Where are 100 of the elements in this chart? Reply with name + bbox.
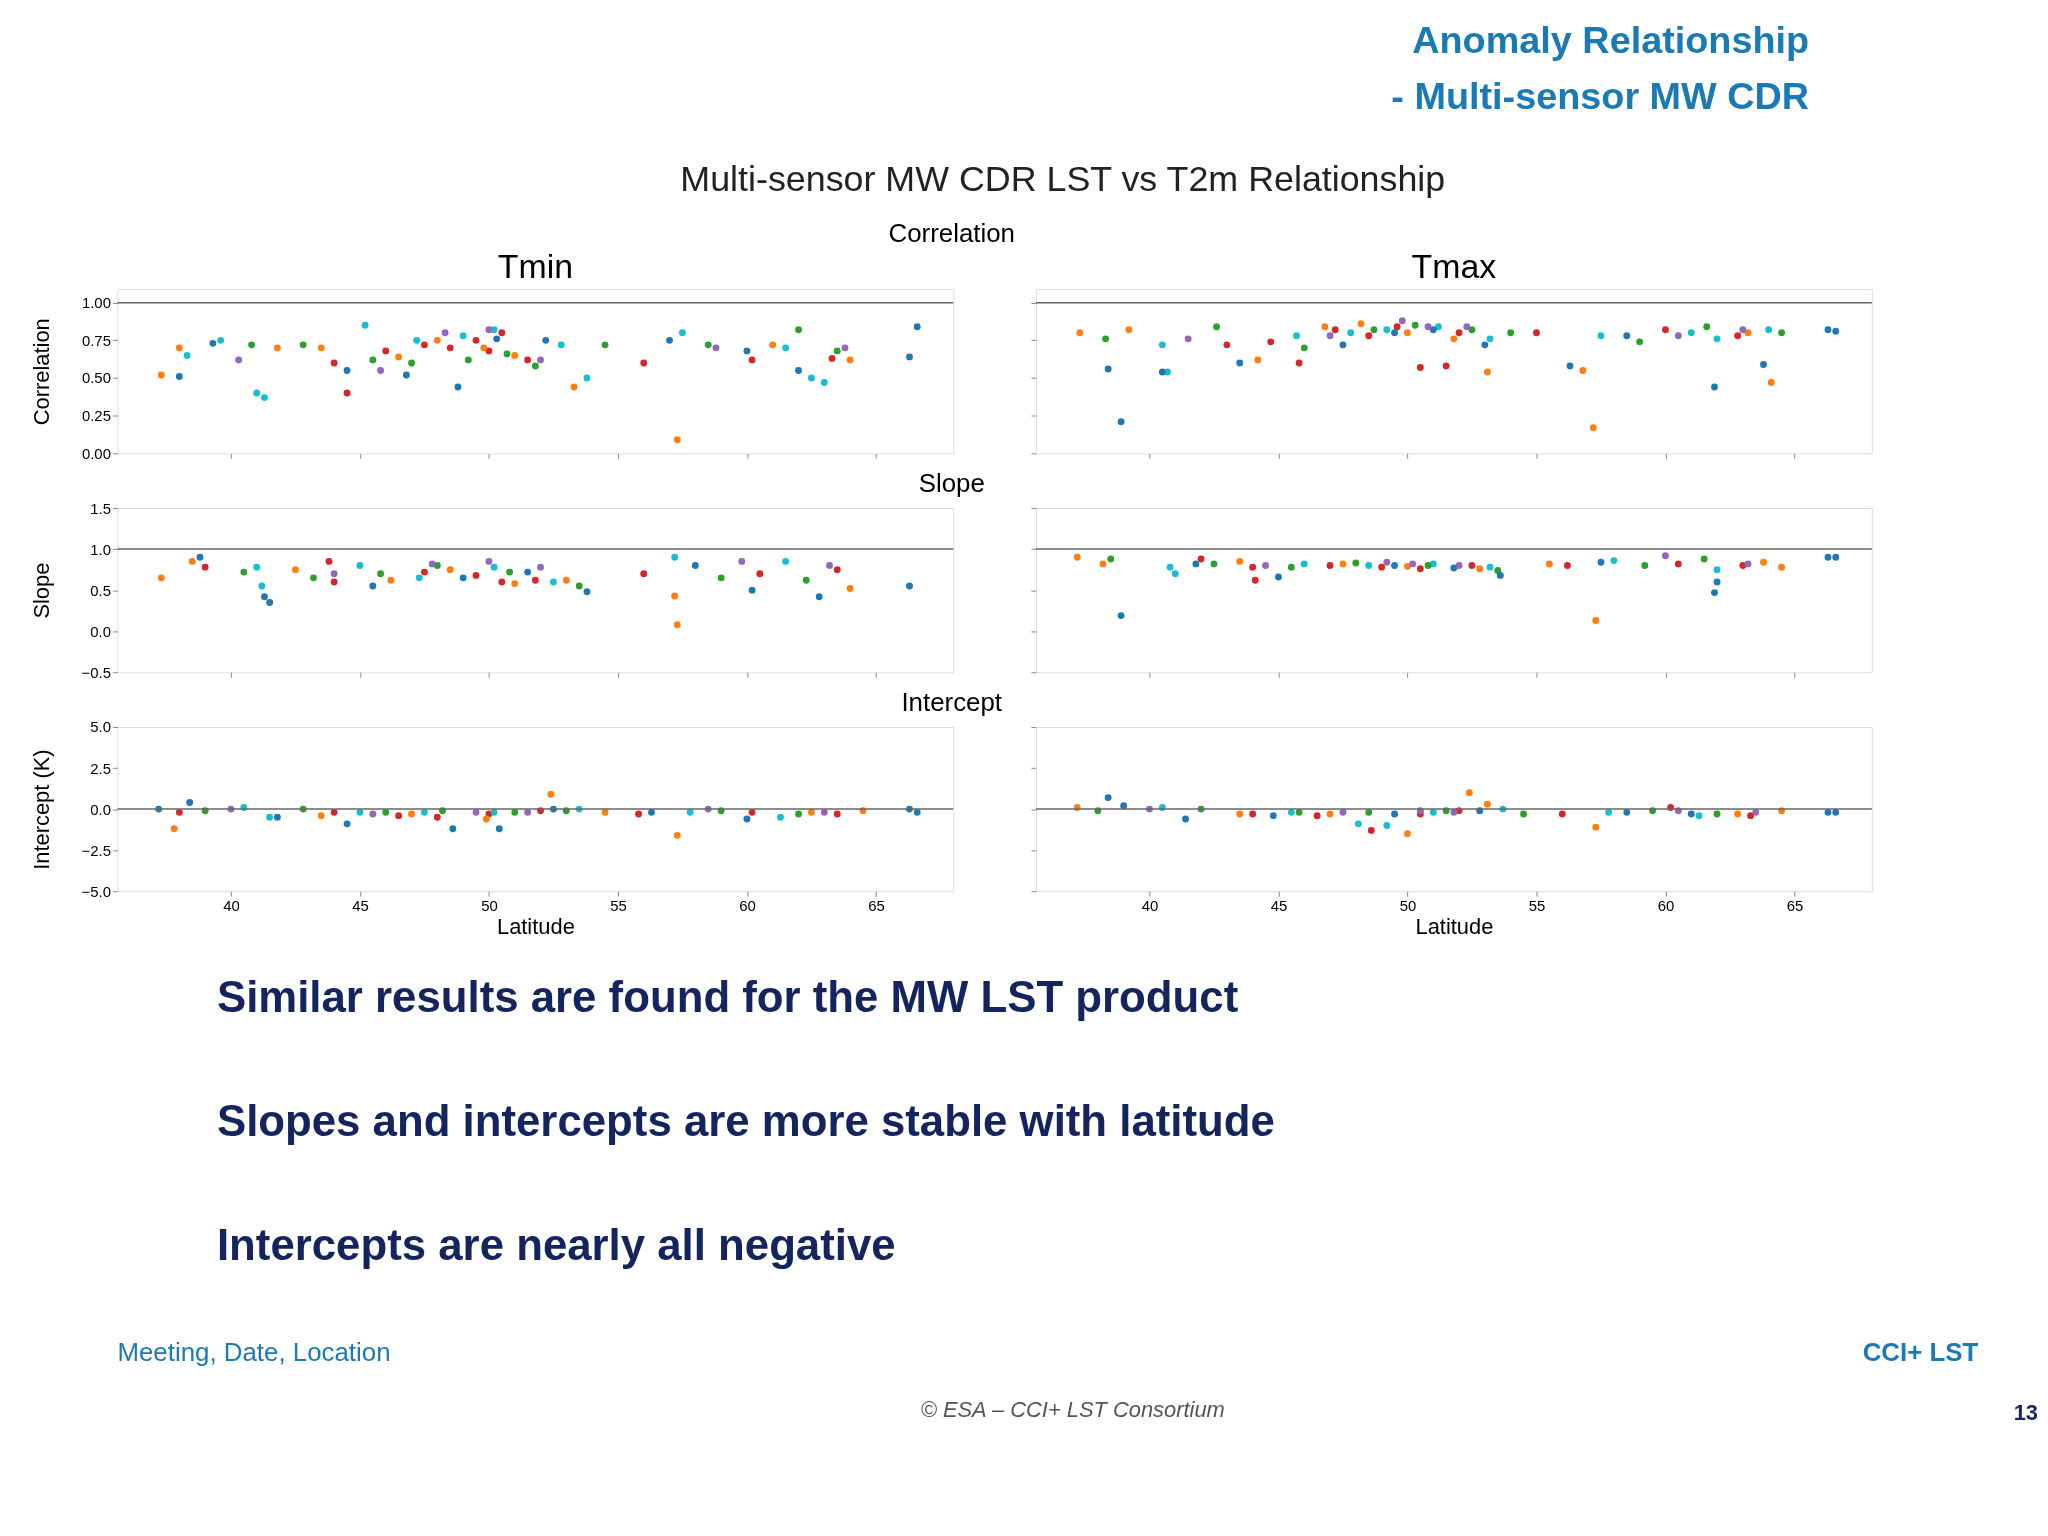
point [1391, 329, 1399, 337]
point [356, 808, 364, 816]
point [1223, 341, 1231, 349]
y-tick-label: 0.0 [90, 622, 111, 640]
x-tick-label: 40 [223, 896, 240, 914]
point [1713, 810, 1721, 818]
point [253, 563, 261, 571]
y-tick-label: 0.50 [81, 369, 111, 387]
y-tick-label: −5.0 [81, 882, 111, 900]
point [1636, 338, 1644, 346]
point [1592, 823, 1600, 831]
point [1099, 560, 1107, 568]
x-axis-title: Latitude [496, 914, 575, 940]
point [1383, 558, 1391, 566]
point [1765, 326, 1773, 334]
x-tick-label: 60 [739, 896, 756, 914]
point [1507, 329, 1515, 337]
y-tick-label: 0.25 [81, 407, 111, 425]
point [635, 810, 643, 818]
point [1450, 808, 1458, 816]
point [369, 810, 377, 818]
point [1429, 326, 1437, 334]
point [330, 808, 338, 816]
point [472, 808, 480, 816]
point [1117, 612, 1125, 620]
point [395, 812, 403, 820]
point [906, 353, 913, 361]
point [498, 329, 506, 337]
point [1486, 335, 1494, 343]
point [570, 383, 578, 391]
point [446, 344, 454, 352]
point [330, 578, 338, 586]
text: 13 [2013, 1399, 2039, 1425]
point [575, 582, 583, 590]
x-tick-label: 65 [1786, 896, 1804, 914]
point [524, 568, 532, 576]
point [441, 329, 449, 337]
y-tick-label: −0.5 [81, 663, 111, 681]
point [1481, 341, 1489, 349]
point [1674, 332, 1682, 340]
point [1824, 553, 1832, 561]
point [248, 341, 256, 349]
point [377, 570, 385, 578]
point [1295, 359, 1303, 367]
point [562, 576, 570, 584]
point [1824, 808, 1832, 816]
point [343, 389, 351, 397]
y-tick-label: 0.0 [90, 800, 111, 818]
point [1832, 327, 1840, 335]
point [511, 808, 519, 816]
y-tick-label: 1.0 [90, 540, 111, 558]
point [712, 344, 720, 352]
point [273, 813, 281, 821]
text: © ESA – CCI+ LST Consortium [920, 1396, 1225, 1422]
point [369, 356, 377, 364]
point [679, 329, 686, 337]
point [261, 394, 268, 402]
point [421, 341, 428, 349]
point [317, 344, 325, 352]
point [808, 808, 815, 816]
point [913, 323, 921, 331]
point [913, 808, 921, 816]
point [1378, 563, 1386, 571]
point [1393, 323, 1401, 331]
point [833, 347, 841, 355]
point [1182, 815, 1190, 823]
point [820, 379, 828, 386]
point [253, 389, 261, 397]
point [490, 563, 498, 571]
point [330, 359, 338, 367]
point [547, 790, 555, 798]
point [449, 825, 457, 833]
point [266, 599, 274, 606]
y-tick-label: −2.5 [81, 841, 111, 859]
point [170, 825, 178, 833]
x-tick-label: 55 [1528, 896, 1546, 914]
point [1455, 562, 1463, 569]
point [1249, 563, 1257, 571]
point [1117, 418, 1125, 426]
point [1767, 379, 1775, 386]
point [1579, 367, 1587, 374]
point [777, 813, 784, 821]
point [428, 560, 436, 568]
point [748, 356, 756, 364]
text: CCI+ LST [1862, 1337, 1979, 1366]
point [506, 568, 514, 576]
point [524, 356, 532, 364]
point [1104, 794, 1112, 802]
point [1287, 563, 1295, 571]
text: Intercept [901, 687, 1003, 716]
x-tick-label: 65 [868, 896, 885, 914]
point [240, 568, 248, 576]
point [1739, 326, 1747, 334]
point [1076, 329, 1084, 337]
point [673, 621, 681, 629]
point [1623, 808, 1631, 816]
point [1254, 356, 1262, 364]
point [1295, 808, 1303, 816]
point [1468, 562, 1476, 569]
point [524, 808, 532, 816]
